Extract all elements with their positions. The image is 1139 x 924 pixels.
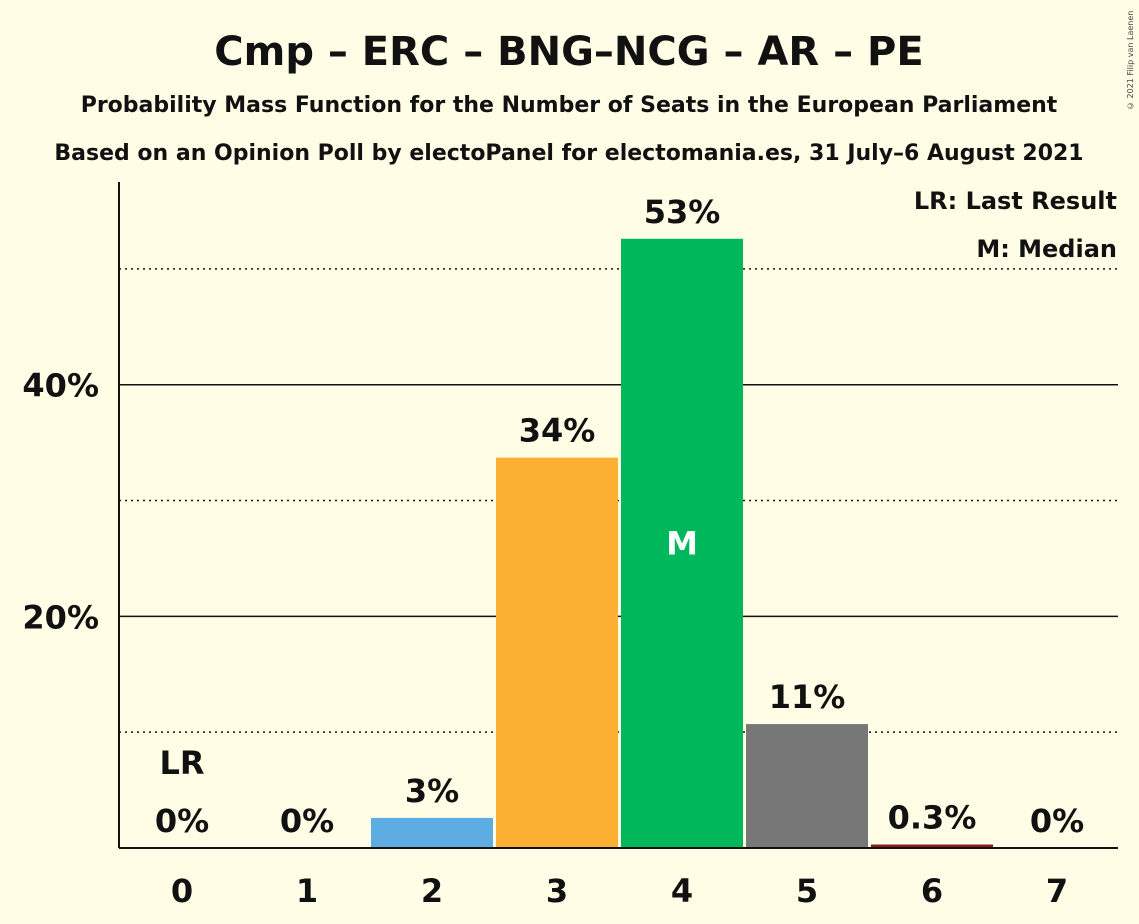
chart-subtitle-2: Based on an Opinion Poll by electoPanel … bbox=[54, 141, 1083, 166]
chart-title: Cmp – ERC – BNG–NCG – AR – PE bbox=[214, 29, 923, 75]
copyright-notice: © 2021 Filip van Laenen bbox=[1126, 10, 1135, 110]
x-tick-label: 3 bbox=[546, 872, 568, 910]
x-tick-label: 1 bbox=[296, 872, 318, 910]
chart-subtitle: Probability Mass Function for the Number… bbox=[81, 93, 1058, 118]
x-tick-label: 0 bbox=[171, 872, 193, 910]
bar-seats-6 bbox=[871, 844, 993, 848]
bar-seats-4 bbox=[621, 238, 743, 849]
x-tick-label: 2 bbox=[421, 872, 443, 910]
data-label: 0.3% bbox=[888, 799, 977, 837]
y-tick-label: 20% bbox=[22, 598, 99, 636]
data-label: 34% bbox=[519, 412, 596, 450]
data-label: 0% bbox=[280, 802, 334, 840]
bars bbox=[371, 238, 993, 849]
last-result-marker: LR bbox=[159, 744, 204, 782]
x-tick-label: 7 bbox=[1046, 872, 1068, 910]
data-label: 0% bbox=[155, 802, 209, 840]
gridlines bbox=[119, 268, 1118, 733]
y-tick-label: 40% bbox=[22, 367, 99, 405]
data-label: 3% bbox=[405, 772, 459, 810]
legend-median: M: Median bbox=[976, 235, 1117, 263]
legend-last-result: LR: Last Result bbox=[914, 187, 1117, 215]
data-labels: 0% LR 0% 3% 34% 53% M 11% 0.3% 0% bbox=[155, 193, 1084, 840]
bar-seats-5 bbox=[746, 724, 868, 848]
x-tick-label: 5 bbox=[796, 872, 818, 910]
data-label: 11% bbox=[769, 678, 846, 716]
x-tick-label: 6 bbox=[921, 872, 943, 910]
x-tick-labels: 0 1 2 3 4 5 6 7 bbox=[171, 872, 1068, 910]
x-tick-label: 4 bbox=[671, 872, 693, 910]
bar-seats-2 bbox=[371, 817, 493, 848]
data-label: 0% bbox=[1030, 802, 1084, 840]
median-marker: M bbox=[666, 524, 698, 562]
data-label: 53% bbox=[644, 193, 721, 231]
bar-seats-3 bbox=[496, 457, 618, 848]
y-tick-labels: 20% 40% bbox=[22, 367, 99, 637]
